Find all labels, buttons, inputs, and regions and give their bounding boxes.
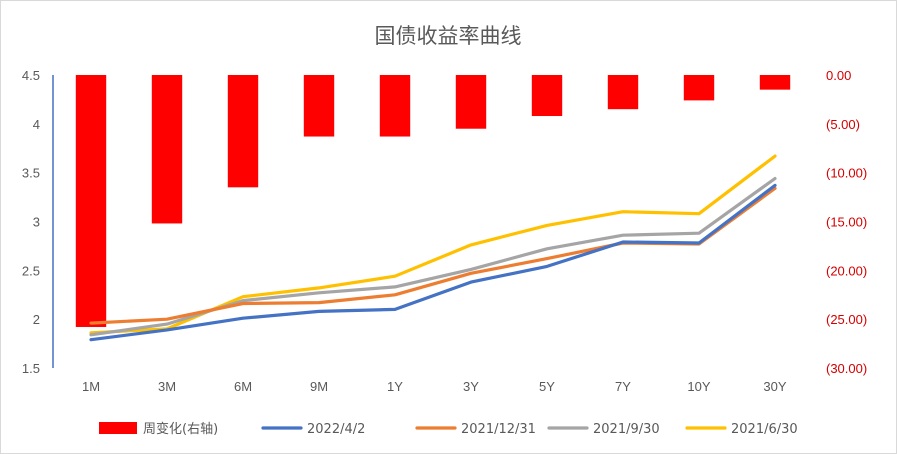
- right-tick-label: (10.00): [826, 166, 867, 181]
- axes-layer: 1.5 2 2.5 3 3.5 4 4.5 0.00 (5.00) (10.00) (15.00) (…: [22, 68, 867, 394]
- x-tick-label: 10Y: [687, 379, 710, 394]
- chart-title: 国债收益率曲线: [375, 24, 522, 48]
- right-tick-label: (25.00): [826, 312, 867, 327]
- left-tick-label: 2.5: [22, 263, 40, 278]
- legend: 周变化(右轴) 2022/4/2 2021/12/31 2021/9/30 2021/6…: [99, 421, 798, 437]
- left-tick-label: 3.5: [22, 166, 40, 181]
- x-tick-label: 1M: [82, 379, 100, 394]
- legend-item-line: 2021/12/31: [415, 422, 536, 437]
- legend-label: 2021/9/30: [593, 422, 660, 437]
- right-tick-label: 0.00: [826, 68, 851, 83]
- x-tick-label: 3Y: [463, 379, 479, 394]
- left-tick-label: 2: [33, 312, 40, 327]
- x-tick-label: 6M: [234, 379, 252, 394]
- legend-label: 2021/6/30: [731, 422, 798, 437]
- bar-weekly-change-3Y: [455, 75, 487, 129]
- x-tick-label: 7Y: [615, 379, 631, 394]
- bar-weekly-change-6M: [227, 75, 259, 188]
- legend-item-line: 2021/6/30: [685, 422, 798, 437]
- x-tick-label: 5Y: [539, 379, 555, 394]
- bar-weekly-change-1M: [75, 75, 107, 327]
- bar-weekly-change-1Y: [379, 75, 411, 137]
- bars-layer: [75, 75, 791, 327]
- lines-layer: [89, 154, 777, 342]
- left-tick-label: 4: [33, 117, 40, 132]
- line-series-2022/4/2: [89, 183, 777, 342]
- bar-weekly-change-30Y: [759, 75, 791, 90]
- legend-swatch: [99, 422, 137, 434]
- left-tick-label: 4.5: [22, 68, 40, 83]
- right-tick-label: (15.00): [826, 215, 867, 230]
- legend-label: 2022/4/2: [307, 422, 365, 437]
- bar-weekly-change-9M: [303, 75, 335, 137]
- legend-label: 周变化(右轴): [143, 421, 218, 437]
- x-tick-label: 30Y: [763, 379, 786, 394]
- left-tick-label: 1.5: [22, 361, 40, 376]
- bar-weekly-change-3M: [151, 75, 183, 224]
- bar-weekly-change-10Y: [683, 75, 715, 101]
- line-series-2021/12/31: [89, 186, 777, 325]
- legend-label: 2021/12/31: [461, 422, 536, 437]
- line-series-2021/9/30: [89, 176, 777, 337]
- right-tick-label: (30.00): [826, 361, 867, 376]
- right-tick-label: (5.00): [826, 117, 860, 132]
- bar-weekly-change-7Y: [607, 75, 639, 110]
- x-tick-label: 9M: [310, 379, 328, 394]
- x-tick-label: 1Y: [387, 379, 403, 394]
- legend-item-bar: 周变化(右轴): [99, 421, 218, 437]
- legend-item-line: 2022/4/2: [261, 422, 365, 437]
- x-tick-label: 3M: [158, 379, 176, 394]
- right-tick-label: (20.00): [826, 263, 867, 278]
- bar-weekly-change-5Y: [531, 75, 563, 117]
- left-tick-label: 3: [33, 215, 40, 230]
- legend-item-line: 2021/9/30: [547, 422, 660, 437]
